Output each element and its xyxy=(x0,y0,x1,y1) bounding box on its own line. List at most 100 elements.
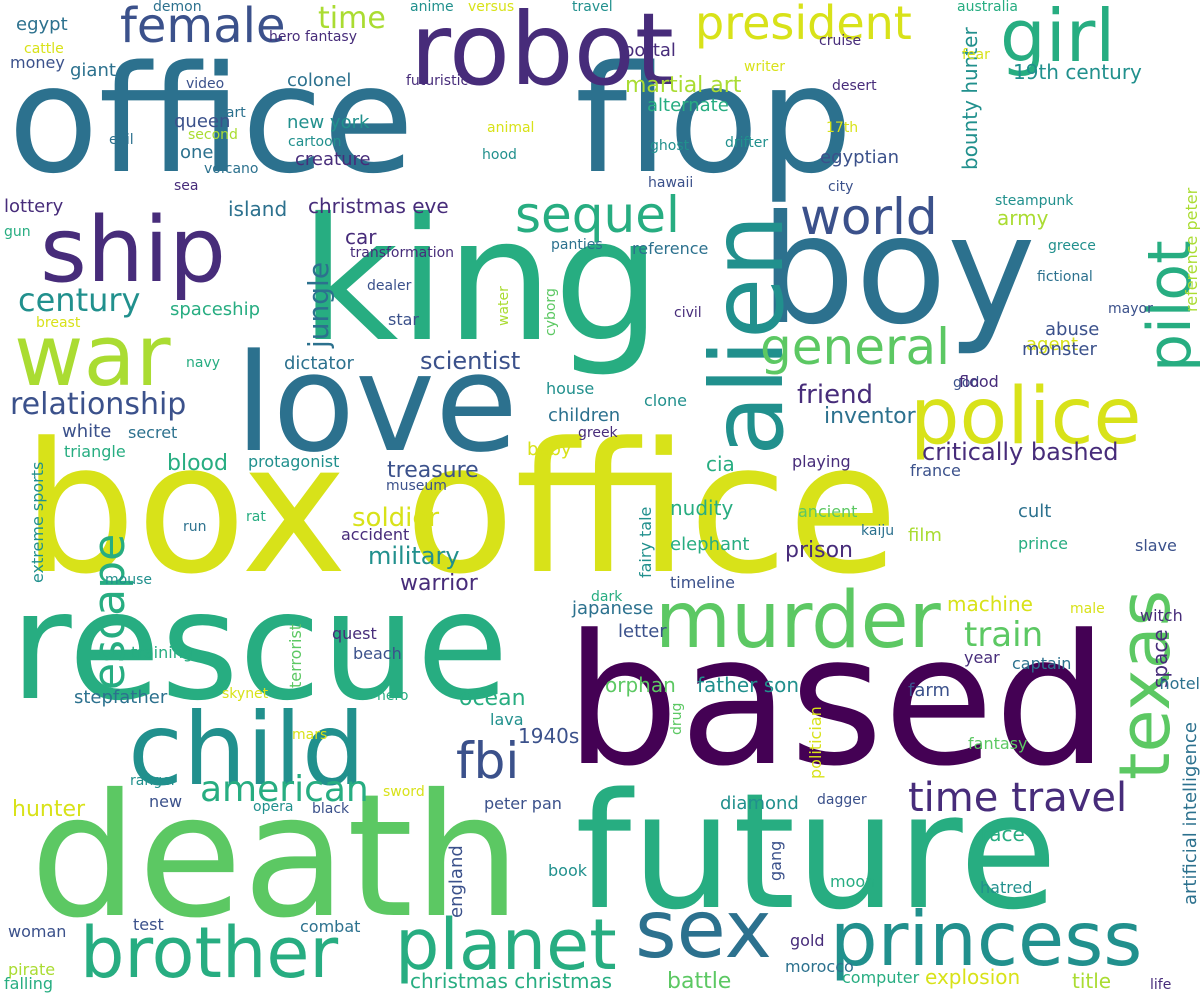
word-volcano: volcano xyxy=(204,161,259,177)
word-fear: fear xyxy=(962,47,990,63)
word-mayor: mayor xyxy=(1108,301,1153,317)
word-hotel: hotel xyxy=(1159,674,1200,693)
word-father-son: father son xyxy=(697,673,800,697)
word-playing: playing xyxy=(792,452,851,471)
word-military: military xyxy=(368,542,460,570)
word-animal: animal xyxy=(487,120,535,136)
word-beach: beach xyxy=(353,644,402,663)
word-timeline: timeline xyxy=(670,573,736,592)
word-warrior: warrior xyxy=(400,571,478,596)
word-sword: sword xyxy=(383,784,425,800)
word-accident: accident xyxy=(341,525,410,544)
word-sea: sea xyxy=(174,178,199,194)
word-love: love xyxy=(235,325,519,482)
word-museum: museum xyxy=(386,478,447,494)
word-kaiju: kaiju xyxy=(861,523,895,539)
word-breast: breast xyxy=(36,315,81,331)
word-ancient: ancient xyxy=(798,502,858,521)
word-battle: battle xyxy=(667,969,732,994)
word-american: american xyxy=(200,769,369,810)
word-transformation: transformation xyxy=(350,245,455,261)
word-film: film xyxy=(908,525,942,546)
word-witch: witch xyxy=(1140,606,1183,625)
word-train: train xyxy=(964,615,1044,655)
word-critically-bashed: critically bashed xyxy=(922,438,1119,466)
word-dealer: dealer xyxy=(367,278,412,294)
word-futuristic: futuristic xyxy=(406,73,469,89)
word-ocean: ocean xyxy=(459,686,526,711)
word-children: children xyxy=(548,405,621,426)
word-evil: evil xyxy=(109,132,134,148)
word-falling: falling xyxy=(4,974,54,993)
word-life: life xyxy=(1150,977,1172,993)
word-reference: reference xyxy=(632,239,709,258)
word-computer: computer xyxy=(842,968,920,987)
word-dagger: dagger xyxy=(817,792,867,808)
word-travel: travel xyxy=(572,0,613,15)
word-star: star xyxy=(388,310,419,329)
word-water: water xyxy=(496,286,512,326)
word-time: time xyxy=(318,1,386,36)
word-portal: portal xyxy=(623,40,676,61)
word-politician: politician xyxy=(806,706,825,779)
word-dark: dark xyxy=(591,589,623,605)
word-greek: greek xyxy=(578,425,618,441)
word-terrorist: terrorist xyxy=(286,623,305,688)
word-black: black xyxy=(312,801,350,817)
word-dictator: dictator xyxy=(284,353,354,374)
word-century: century xyxy=(18,281,141,319)
word-baby: baby xyxy=(527,439,572,460)
word-boy: boy xyxy=(760,184,1036,358)
word-lottery: lottery xyxy=(4,196,64,217)
word-prison: prison xyxy=(785,538,853,563)
word-steampunk: steampunk xyxy=(995,193,1074,209)
word-white: white xyxy=(62,421,112,442)
word-time-travel: time travel xyxy=(908,775,1128,821)
word-hawaii: hawaii xyxy=(648,175,694,191)
word-versus: versus xyxy=(468,0,515,15)
word-race: race xyxy=(981,822,1025,846)
word-peter-pan: peter pan xyxy=(484,794,562,813)
word-money: money xyxy=(10,53,65,72)
word-murder: murder xyxy=(655,576,941,666)
word-brother: brother xyxy=(80,912,339,994)
word-cattle: cattle xyxy=(24,41,64,57)
word-triangle: triangle xyxy=(64,442,126,461)
word-flood: flood xyxy=(959,372,999,391)
word-france: france xyxy=(910,461,961,480)
word-extreme-sports: extreme sports xyxy=(28,461,47,583)
word-anime: anime xyxy=(410,0,454,15)
word-nudity: nudity xyxy=(670,496,734,520)
word-house: house xyxy=(546,379,595,398)
word-explosion: explosion xyxy=(925,965,1021,989)
word-skynet: skynet xyxy=(222,686,269,702)
word-egypt: egypt xyxy=(16,14,68,35)
word-drifter: drifter xyxy=(725,135,769,151)
word-part: part xyxy=(217,105,246,121)
word-artificial-intelligence: artificial intelligence xyxy=(1180,722,1200,905)
word-death: death xyxy=(30,758,522,956)
word-spaceship: spaceship xyxy=(170,299,261,320)
word-ship: ship xyxy=(40,198,227,303)
word-machine: machine xyxy=(947,592,1033,616)
word-police: police xyxy=(910,372,1142,462)
word-woman: woman xyxy=(8,922,67,941)
word-cult: cult xyxy=(1018,501,1052,522)
word-cia: cia xyxy=(706,452,735,476)
word-cartoon: cartoon xyxy=(288,134,342,150)
word-combat: combat xyxy=(300,917,361,936)
word-martial-art: martial art xyxy=(625,73,742,98)
word-jungle: jungle xyxy=(302,261,335,348)
word-army: army xyxy=(997,206,1049,230)
word-male: male xyxy=(1070,601,1105,617)
word-new: new xyxy=(149,792,183,811)
word-one: one xyxy=(180,142,214,163)
word-pirate: pirate xyxy=(8,960,56,979)
word-test: test xyxy=(133,915,164,934)
word-rat: rat xyxy=(246,509,266,525)
word-hatred: hatred xyxy=(980,878,1033,897)
word-war: war xyxy=(14,307,171,406)
word-gun: gun xyxy=(4,224,31,240)
word-female: female xyxy=(120,0,286,54)
word-christmas-christmas: christmas christmas xyxy=(410,969,613,993)
